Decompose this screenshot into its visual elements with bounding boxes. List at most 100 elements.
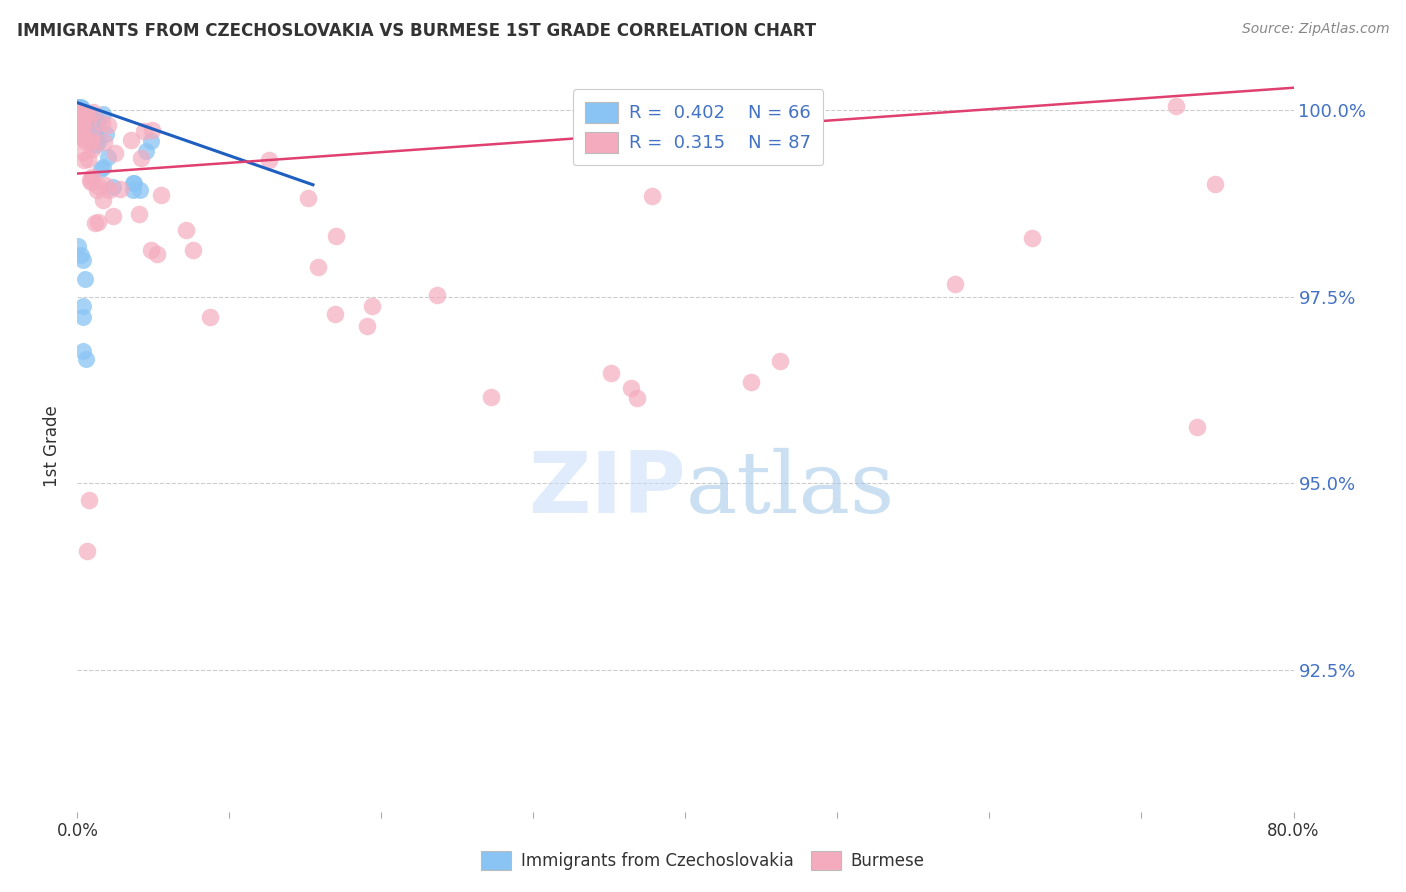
Point	[139, 134, 162, 148]
Point	[77, 112, 100, 127]
Point	[128, 207, 150, 221]
Point	[72, 131, 94, 145]
Point	[67, 101, 90, 115]
Point	[73, 130, 96, 145]
Point	[76, 105, 98, 120]
Point	[72, 145, 94, 159]
Point	[70, 102, 93, 116]
Point	[73, 119, 96, 133]
Point	[70, 108, 93, 122]
Point	[323, 307, 346, 321]
Point	[93, 135, 115, 149]
Point	[599, 366, 621, 380]
Point	[1021, 231, 1043, 245]
Point	[69, 107, 91, 121]
Point	[360, 299, 382, 313]
Point	[69, 101, 91, 115]
Point	[70, 129, 93, 144]
Point	[641, 189, 664, 203]
Point	[91, 116, 114, 130]
Point	[1185, 420, 1208, 434]
Point	[70, 119, 93, 133]
Point	[1166, 99, 1188, 113]
Point	[66, 105, 89, 120]
Point	[75, 108, 97, 122]
Point	[86, 183, 108, 197]
Point	[1204, 178, 1226, 192]
Point	[307, 260, 329, 275]
Point	[129, 151, 152, 165]
Point	[69, 110, 91, 124]
Point	[67, 110, 90, 124]
Point	[82, 127, 104, 141]
Point	[77, 492, 100, 507]
Point	[69, 112, 91, 127]
Point	[174, 223, 197, 237]
Point	[82, 113, 104, 128]
Point	[94, 127, 117, 141]
Point	[66, 106, 89, 120]
Point	[67, 105, 90, 120]
Point	[69, 125, 91, 139]
Point	[79, 173, 101, 187]
Point	[90, 162, 112, 177]
Point	[70, 125, 93, 139]
Point	[69, 124, 91, 138]
Point	[84, 118, 107, 132]
Point	[80, 175, 103, 189]
Point	[66, 113, 89, 128]
Point	[257, 153, 280, 168]
Point	[69, 113, 91, 128]
Point	[77, 120, 100, 135]
Point	[70, 127, 93, 141]
Point	[91, 106, 114, 120]
Point	[181, 244, 204, 258]
Point	[67, 100, 90, 114]
Point	[82, 104, 104, 119]
Point	[80, 134, 103, 148]
Point	[69, 104, 91, 119]
Point	[87, 215, 110, 229]
Point	[73, 134, 96, 148]
Point	[620, 381, 643, 395]
Point	[70, 100, 93, 114]
Point	[356, 318, 378, 333]
Point	[128, 183, 150, 197]
Point	[70, 109, 93, 123]
Point	[426, 288, 449, 302]
Text: atlas: atlas	[686, 449, 894, 532]
Point	[97, 118, 120, 132]
Point	[67, 108, 90, 122]
Point	[104, 145, 127, 160]
Point	[73, 108, 96, 122]
Point	[69, 102, 91, 116]
Point	[132, 124, 155, 138]
Point	[87, 179, 110, 194]
Point	[75, 109, 97, 123]
Point	[70, 118, 93, 132]
Text: ZIP: ZIP	[527, 449, 686, 532]
Text: Source: ZipAtlas.com: Source: ZipAtlas.com	[1241, 22, 1389, 37]
Point	[72, 106, 94, 120]
Point	[72, 343, 94, 358]
Point	[943, 277, 966, 291]
Point	[69, 112, 91, 127]
Point	[66, 100, 89, 114]
Point	[66, 106, 89, 120]
Point	[66, 128, 89, 142]
Point	[86, 130, 108, 145]
Point	[80, 142, 103, 156]
Point	[139, 243, 162, 257]
Legend: Immigrants from Czechoslovakia, Burmese: Immigrants from Czechoslovakia, Burmese	[475, 844, 931, 877]
Point	[87, 113, 110, 128]
Point	[120, 133, 142, 147]
Point	[67, 103, 90, 118]
Text: IMMIGRANTS FROM CZECHOSLOVAKIA VS BURMESE 1ST GRADE CORRELATION CHART: IMMIGRANTS FROM CZECHOSLOVAKIA VS BURMES…	[17, 22, 815, 40]
Point	[97, 184, 120, 198]
Point	[70, 248, 93, 262]
Point	[87, 135, 110, 149]
Point	[73, 272, 96, 286]
Point	[67, 122, 90, 136]
Point	[72, 310, 94, 324]
Point	[325, 229, 347, 244]
